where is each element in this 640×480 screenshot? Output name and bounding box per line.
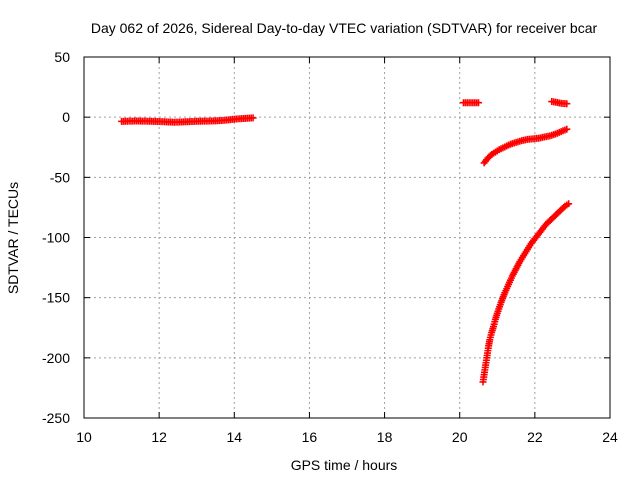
y-tick-labels: 50 0 -50 -100 -150 -200 -250 <box>42 49 70 426</box>
y-tick-label: 50 <box>54 49 70 65</box>
x-tick-label: 16 <box>302 429 318 445</box>
x-tick-labels: 10 12 14 16 18 20 22 24 <box>76 429 618 445</box>
y-tick-label: -50 <box>50 169 70 185</box>
data-point <box>563 100 571 108</box>
y-axis-label: SDTVAR / TECUs <box>5 182 21 294</box>
data-points <box>118 98 573 386</box>
data-point <box>249 114 257 122</box>
x-tick-label: 10 <box>76 429 92 445</box>
plot-frame <box>83 56 611 419</box>
y-tick-label: -150 <box>42 290 70 306</box>
y-tick-label: 0 <box>62 109 70 125</box>
y-tick-label: -250 <box>42 410 70 426</box>
x-axis-label: GPS time / hours <box>291 457 398 473</box>
axis-ticks <box>83 56 611 419</box>
x-tick-label: 12 <box>151 429 167 445</box>
x-tick-label: 22 <box>527 429 543 445</box>
data-point <box>563 125 571 133</box>
x-tick-label: 24 <box>602 429 618 445</box>
grid-lines <box>84 57 610 418</box>
data-point <box>475 99 482 107</box>
y-tick-label: -100 <box>42 230 70 246</box>
chart-title: Day 062 of 2026, Sidereal Day-to-day VTE… <box>91 20 598 36</box>
y-tick-label: -200 <box>42 350 70 366</box>
x-tick-label: 18 <box>377 429 393 445</box>
x-tick-label: 20 <box>452 429 468 445</box>
x-tick-label: 14 <box>226 429 242 445</box>
data-point <box>565 200 573 208</box>
